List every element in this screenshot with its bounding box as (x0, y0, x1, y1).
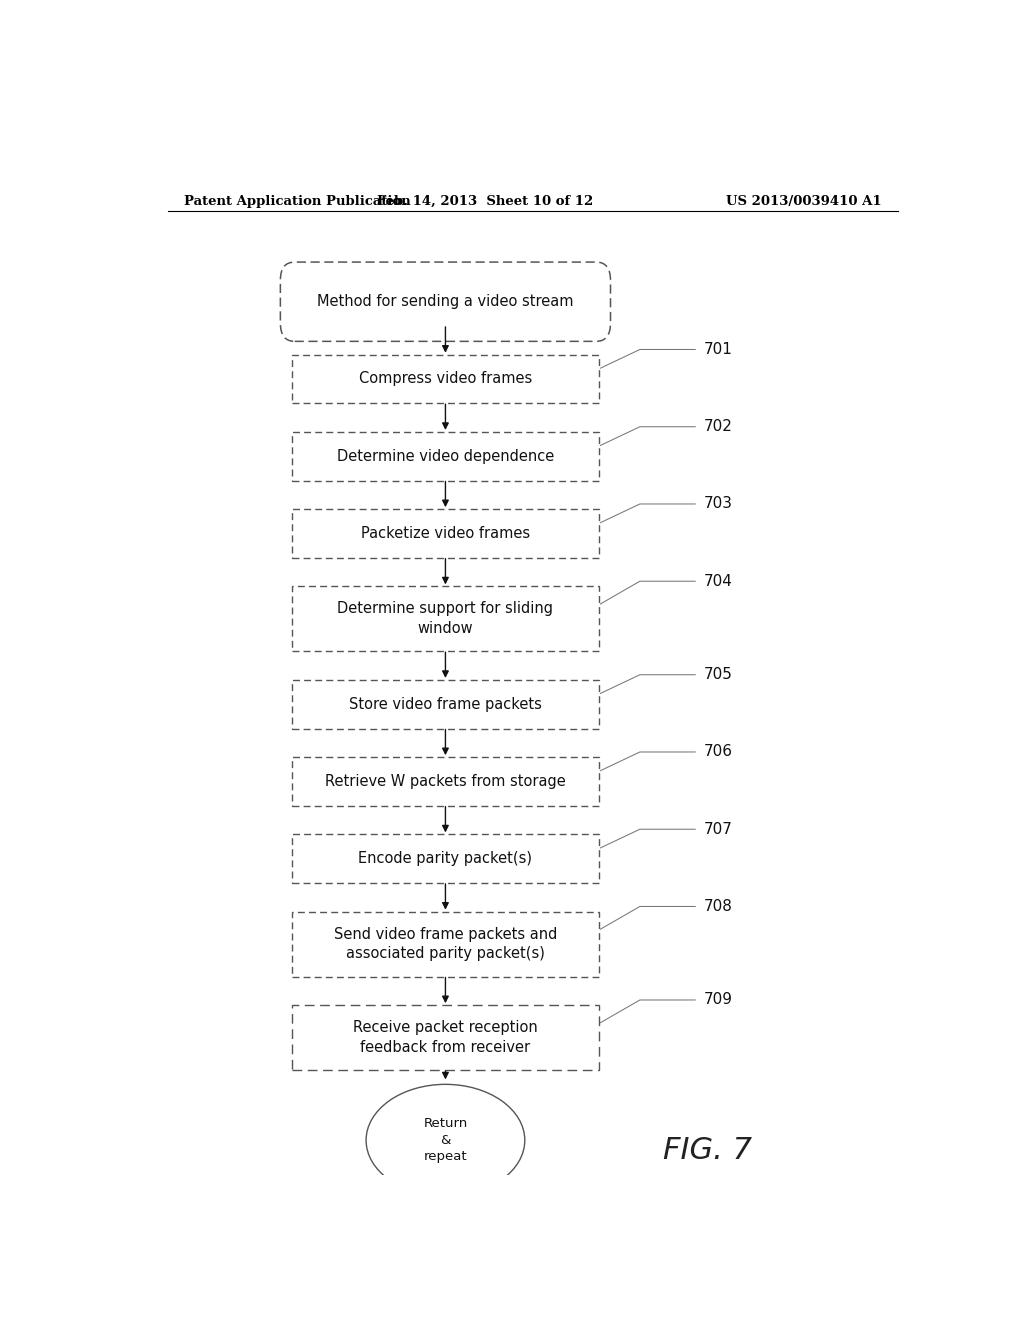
Text: Determine support for sliding
window: Determine support for sliding window (338, 602, 553, 636)
Text: 703: 703 (703, 496, 732, 511)
Text: Determine video dependence: Determine video dependence (337, 449, 554, 463)
Text: Receive packet reception
feedback from receiver: Receive packet reception feedback from r… (353, 1020, 538, 1055)
Text: Patent Application Publication: Patent Application Publication (183, 194, 411, 207)
FancyBboxPatch shape (292, 758, 599, 805)
Ellipse shape (367, 1084, 525, 1196)
Text: 706: 706 (703, 744, 732, 759)
Text: Store video frame packets: Store video frame packets (349, 697, 542, 711)
Text: Encode parity packet(s): Encode parity packet(s) (358, 851, 532, 866)
Text: Retrieve W packets from storage: Retrieve W packets from storage (325, 774, 566, 789)
FancyBboxPatch shape (292, 912, 599, 977)
Text: Return
&
repeat: Return & repeat (423, 1117, 468, 1163)
Text: Packetize video frames: Packetize video frames (360, 525, 530, 541)
FancyBboxPatch shape (292, 510, 599, 558)
Text: 705: 705 (703, 667, 732, 682)
FancyBboxPatch shape (292, 680, 599, 729)
FancyBboxPatch shape (292, 1005, 599, 1071)
FancyBboxPatch shape (281, 263, 610, 342)
Text: 701: 701 (703, 342, 732, 356)
FancyBboxPatch shape (292, 355, 599, 404)
FancyBboxPatch shape (292, 834, 599, 883)
Text: US 2013/0039410 A1: US 2013/0039410 A1 (726, 194, 882, 207)
Text: 709: 709 (703, 993, 732, 1007)
Text: Send video frame packets and
associated parity packet(s): Send video frame packets and associated … (334, 927, 557, 961)
FancyBboxPatch shape (292, 586, 599, 651)
Text: Compress video frames: Compress video frames (358, 371, 532, 387)
FancyBboxPatch shape (292, 432, 599, 480)
Text: 702: 702 (703, 420, 732, 434)
Text: 708: 708 (703, 899, 732, 913)
Text: 704: 704 (703, 574, 732, 589)
Text: 707: 707 (703, 822, 732, 837)
Text: Method for sending a video stream: Method for sending a video stream (317, 294, 573, 309)
Text: Feb. 14, 2013  Sheet 10 of 12: Feb. 14, 2013 Sheet 10 of 12 (377, 194, 593, 207)
Text: FIG. 7: FIG. 7 (663, 1137, 752, 1166)
